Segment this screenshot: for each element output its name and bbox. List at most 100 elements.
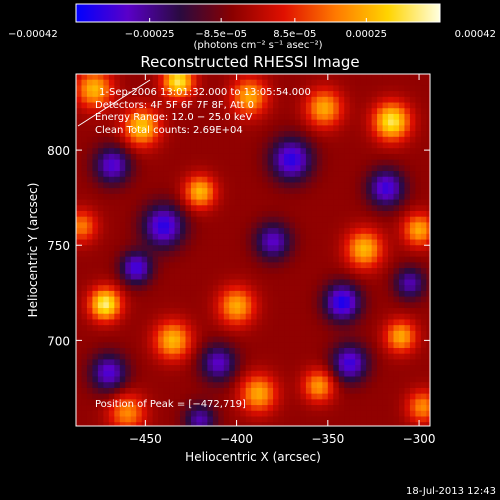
heatmap-cell bbox=[256, 296, 263, 303]
heatmap-cell bbox=[393, 387, 400, 395]
heatmap-cell bbox=[147, 102, 154, 109]
info-line-counts: Clean Total counts: 2.69E+04 bbox=[95, 125, 243, 136]
heatmap-cell bbox=[163, 313, 170, 320]
heatmap-cell bbox=[147, 330, 154, 337]
heatmap-cell bbox=[393, 336, 400, 343]
heatmap-cell bbox=[223, 313, 230, 320]
heatmap-cell bbox=[409, 102, 416, 109]
heatmap-cell bbox=[393, 405, 400, 412]
heatmap-cell bbox=[267, 359, 274, 366]
heatmap-cell bbox=[371, 268, 378, 275]
heatmap-cell bbox=[382, 74, 389, 81]
heatmap-cell bbox=[234, 199, 241, 206]
heatmap-cell bbox=[229, 416, 236, 423]
heatmap-cell bbox=[163, 250, 170, 258]
heatmap-cell bbox=[251, 102, 258, 109]
heatmap-cell bbox=[388, 325, 394, 332]
heatmap-cell bbox=[190, 91, 197, 98]
heatmap-cell bbox=[305, 359, 312, 366]
heatmap-cell bbox=[196, 410, 203, 417]
heatmap-cell bbox=[223, 113, 230, 121]
heatmap-cell bbox=[141, 210, 148, 218]
heatmap-cell bbox=[316, 268, 323, 275]
heatmap-cell bbox=[125, 136, 132, 143]
heatmap-cell bbox=[114, 410, 121, 417]
heatmap-cell bbox=[393, 302, 400, 309]
heatmap-cell bbox=[404, 273, 411, 280]
heatmap-cell bbox=[398, 353, 405, 360]
heatmap-cell bbox=[108, 113, 115, 121]
heatmap-cell bbox=[344, 347, 351, 355]
heatmap-cell bbox=[218, 359, 225, 366]
heatmap-cell bbox=[273, 113, 279, 121]
heatmap-cell bbox=[180, 313, 186, 320]
heatmap-cell bbox=[273, 376, 279, 383]
heatmap-cell bbox=[360, 250, 367, 258]
heatmap-cell bbox=[147, 387, 154, 395]
heatmap-cell bbox=[169, 205, 175, 212]
heatmap-cell bbox=[311, 165, 318, 172]
heatmap-cell bbox=[409, 279, 416, 286]
heatmap-cell bbox=[152, 193, 159, 200]
heatmap-cell bbox=[234, 216, 241, 223]
heatmap-cell bbox=[262, 353, 268, 360]
heatmap-cell bbox=[76, 233, 82, 240]
heatmap-cell bbox=[289, 416, 296, 423]
heatmap-cell bbox=[415, 79, 422, 86]
heatmap-cell bbox=[262, 382, 268, 389]
heatmap-cell bbox=[234, 262, 241, 269]
heatmap-cell bbox=[240, 205, 247, 212]
heatmap-cell bbox=[316, 245, 323, 252]
heatmap-cell bbox=[366, 188, 372, 195]
heatmap-cell bbox=[158, 108, 164, 115]
heatmap-cell bbox=[119, 193, 126, 200]
heatmap-cell bbox=[223, 250, 230, 258]
heatmap-cell bbox=[305, 199, 312, 206]
heatmap-cell bbox=[245, 262, 252, 269]
heatmap-cell bbox=[201, 228, 208, 235]
heatmap-cell bbox=[201, 210, 208, 218]
heatmap-cell bbox=[355, 193, 362, 200]
heatmap-cell bbox=[108, 336, 115, 343]
heatmap-cell bbox=[223, 159, 230, 166]
heatmap-cell bbox=[256, 393, 263, 400]
heatmap-cell bbox=[223, 302, 230, 309]
heatmap-cell bbox=[278, 273, 285, 280]
heatmap-cell bbox=[360, 136, 367, 143]
heatmap-cell bbox=[81, 113, 88, 121]
heatmap-cell bbox=[344, 74, 351, 81]
heatmap-cell bbox=[404, 422, 411, 426]
heatmap-cell bbox=[169, 233, 175, 240]
heatmap-cell bbox=[366, 131, 372, 138]
heatmap-cell bbox=[355, 268, 362, 275]
heatmap-cell bbox=[196, 342, 203, 349]
heatmap-cell bbox=[163, 405, 170, 412]
heatmap-cell bbox=[229, 228, 236, 235]
heatmap-cell bbox=[333, 136, 340, 143]
heatmap-cell bbox=[218, 268, 225, 275]
heatmap-cell bbox=[338, 176, 345, 183]
heatmap-cell bbox=[305, 279, 312, 286]
heatmap-cell bbox=[355, 353, 362, 360]
heatmap-cell bbox=[212, 216, 219, 223]
heatmap-cell bbox=[344, 290, 351, 298]
heatmap-cell bbox=[426, 330, 430, 337]
heatmap-cell bbox=[141, 165, 148, 172]
heatmap-cell bbox=[316, 119, 323, 126]
heatmap-cell bbox=[207, 216, 214, 223]
heatmap-cell bbox=[81, 313, 88, 320]
heatmap-cell bbox=[404, 136, 411, 143]
heatmap-cell bbox=[388, 216, 394, 223]
heatmap-cell bbox=[420, 188, 427, 195]
heatmap-cell bbox=[404, 330, 411, 337]
heatmap-cell bbox=[382, 91, 389, 98]
heatmap-cell bbox=[344, 268, 351, 275]
heatmap-cell bbox=[76, 308, 82, 315]
plot-frame bbox=[75, 73, 431, 427]
heatmap-cell bbox=[158, 233, 164, 240]
heatmap-cell bbox=[185, 410, 192, 417]
heatmap-cell bbox=[426, 365, 430, 372]
colorbar-unit-label: (photons cm⁻² s⁻¹ asec⁻²) bbox=[193, 40, 322, 51]
heatmap-cell bbox=[169, 125, 175, 132]
heatmap-cell bbox=[125, 148, 132, 155]
